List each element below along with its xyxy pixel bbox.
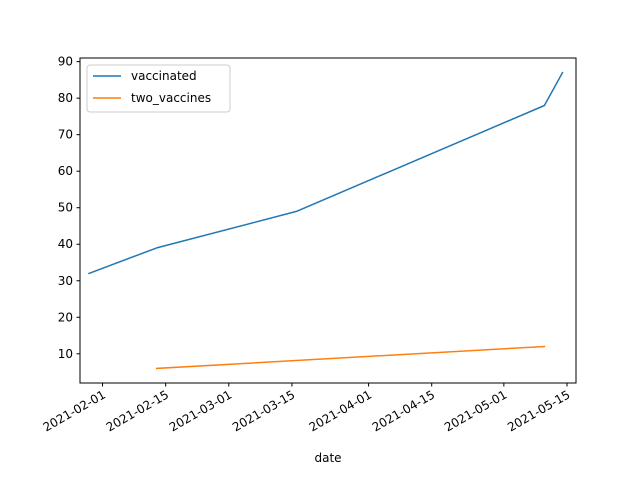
y-tick-label: 10 <box>58 347 73 361</box>
legend-label-two-vaccines: two_vaccines <box>131 91 211 105</box>
plot-frame <box>79 57 577 384</box>
y-tick-label: 40 <box>58 237 73 251</box>
x-axis-label: date <box>314 451 341 465</box>
legend-box <box>86 64 231 113</box>
y-tick-label: 70 <box>58 128 73 142</box>
y-axis: 10 20 30 40 50 60 70 80 90 <box>58 55 80 361</box>
series-layer <box>88 71 564 370</box>
series-line-two-vaccines <box>155 345 546 370</box>
y-tick-label: 60 <box>58 164 73 178</box>
legend: vaccinated two_vaccines <box>86 64 231 113</box>
series-line-vaccinated <box>88 71 564 275</box>
y-tick-label: 30 <box>58 274 73 288</box>
y-tick-label: 50 <box>58 201 73 215</box>
y-tick-label: 20 <box>58 310 73 324</box>
legend-label-vaccinated: vaccinated <box>131 69 197 83</box>
y-tick-label: 80 <box>58 91 73 105</box>
y-tick-label: 90 <box>58 55 73 69</box>
